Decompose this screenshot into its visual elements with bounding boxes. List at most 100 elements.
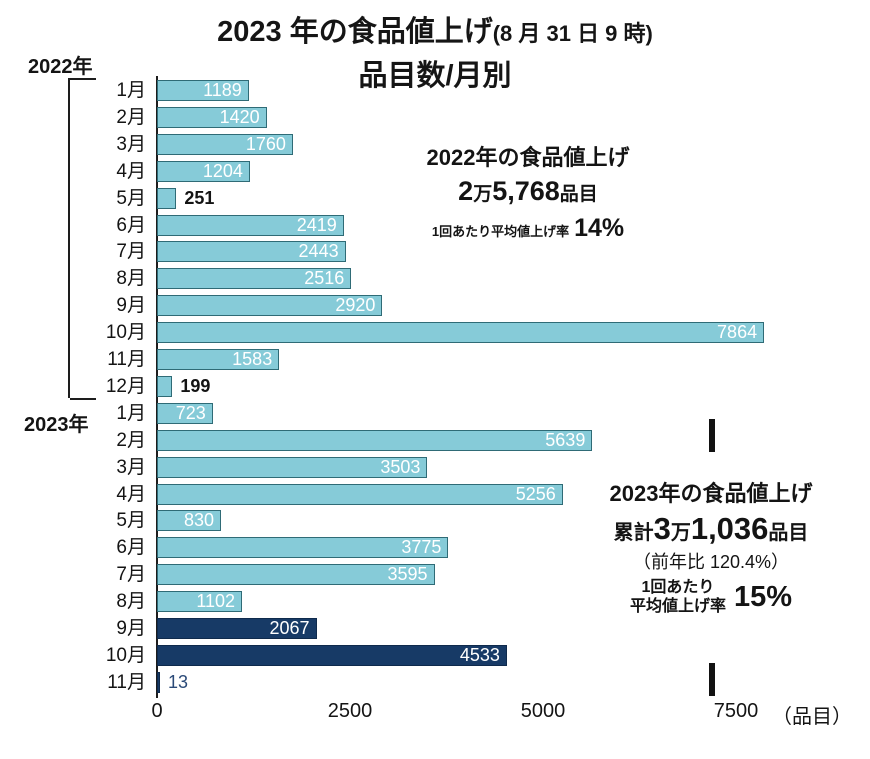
bar[interactable]: 2419 [157,214,344,236]
month-label: 11月 [107,349,146,370]
month-label: 1月 [116,402,146,424]
bar[interactable]: 723 [157,402,213,424]
month-label: 9月 [116,618,146,639]
x-axis-tick-label: 5000 [520,700,566,722]
table-row: 3月 3503 [0,455,870,480]
month-label: 9月 [116,295,146,317]
table-row: 7月 3595 [0,562,870,587]
bar[interactable]: 1102 [157,591,243,613]
month-label: 11月 [107,671,146,693]
table-row: 5月 251 [0,186,870,211]
bar[interactable] [157,375,173,397]
bar-value-label: 830 [184,510,215,531]
bar[interactable] [157,187,177,209]
month-label: 10月 [105,322,146,344]
bar[interactable]: 1760 [157,133,293,155]
bar-value-label: 2920 [335,295,376,316]
table-row: 12月 199 [0,374,870,399]
month-label: 5月 [116,510,146,532]
table-row: 6月 2419 [0,213,870,238]
month-label: 6月 [116,537,146,559]
bar[interactable]: 830 [157,510,222,532]
table-row: 10月 7864 [0,320,870,345]
table-row: 7月 2443 [0,239,870,264]
x-axis-tick-label: 2500 [327,700,373,722]
bar-value-label: 2419 [296,214,337,235]
table-row: 10月 4533 [0,643,870,668]
bar-value-label: 1760 [245,133,286,154]
annotation-2022-total: 2万5,768品目 [378,176,678,207]
annotation-2023-rate-label-line2: 平均値上げ率 [629,598,726,615]
bar-value-label: 2443 [298,241,339,262]
bar[interactable]: 3595 [157,564,435,586]
bar[interactable] [157,671,160,693]
table-row: 2月 5639 [0,428,870,453]
month-label: 4月 [116,160,146,182]
annotation-2022-total-man: 万 [473,184,493,205]
annotation-2023-total: 累計3万1,036品目 [556,511,866,547]
bar-value-label: 3503 [380,456,421,477]
annotation-2023-heading: 2023年の食品値上げ [609,481,813,506]
table-row: 8月 1102 [0,589,870,614]
annotation-2023: 2023年の食品値上げ 累計3万1,036品目 （前年比 120.4%） 1回あ… [556,476,866,616]
bar-value-label: 1189 [203,80,242,100]
bar[interactable]: 2443 [157,241,346,263]
annotation-2023-rate: 1回あたり 平均値上げ率 15% [556,578,866,616]
x-axis-unit-label: （品目） [772,706,852,728]
bar[interactable]: 1204 [157,160,250,182]
bar[interactable]: 2920 [157,295,383,317]
x-axis: 0 2500 5000 7500 （品目） [0,700,870,740]
annotation-2023-total-lead: 3 [653,511,671,546]
bar-value-label: 723 [175,402,206,423]
bar-value-label: 13 [168,671,189,692]
table-row: 11月 1583 [0,347,870,372]
month-label: 1月 [116,80,146,101]
bar-value-label: 199 [180,375,211,396]
table-row: 8月 2516 [0,266,870,291]
table-row: 1月 723 [0,401,870,426]
month-label: 7月 [116,564,146,586]
table-row: 5月 830 [0,508,870,533]
annotation-2022-total-prefix: 2 [458,176,474,206]
bar[interactable]: 1583 [157,349,280,370]
bar-value-label: 4533 [459,644,500,665]
table-row: 4月 5256 [0,482,870,507]
bar[interactable]: 3775 [157,537,449,559]
annotation-2023-yoy: （前年比 120.4%） [632,552,790,572]
bar[interactable]: 1420 [157,106,267,128]
annotation-2023-rate-value: 15% [733,580,793,613]
bar[interactable]: 3503 [157,456,428,478]
bar[interactable]: 2067 [157,618,317,639]
annotation-2023-total-num: 1,036 [690,511,769,546]
table-row: 2月 1420 [0,105,870,130]
year-bracket-2022 [68,78,96,400]
bar-value-label: 5256 [515,483,556,504]
bar-value-label: 1204 [202,160,243,181]
table-row: 3月 1760 [0,132,870,157]
month-label: 10月 [105,644,146,666]
year-label-2023: 2023年 [24,414,89,436]
bar-value-label: 1102 [196,591,236,612]
bar[interactable]: 2516 [157,268,352,290]
month-label: 12月 [105,375,146,397]
month-label: 2月 [116,429,146,451]
bar-value-label: 7864 [717,322,758,343]
bar-value-label: 1420 [219,106,260,127]
annotation-2022-total-unit: 品目 [559,184,598,205]
bar[interactable]: 5256 [157,483,563,505]
table-row: 9月 2920 [0,293,870,318]
month-label: 5月 [116,187,146,209]
bar[interactable]: 5639 [157,429,593,451]
month-label: 3月 [116,133,146,155]
bar[interactable]: 4533 [157,644,507,666]
month-label: 8月 [116,268,146,290]
bar-value-label: 2516 [304,268,345,289]
bar-value-label: 3595 [387,564,428,585]
bar-value-label: 2067 [269,618,310,638]
bar[interactable]: 1189 [157,80,249,101]
annotation-2023-rate-label: 1回あたり 平均値上げ率 [630,578,726,616]
annotation-2023-rate-label-line1: 1回あたり [641,579,715,596]
bar-value-label: 5639 [545,429,586,450]
bar[interactable]: 7864 [157,322,765,344]
